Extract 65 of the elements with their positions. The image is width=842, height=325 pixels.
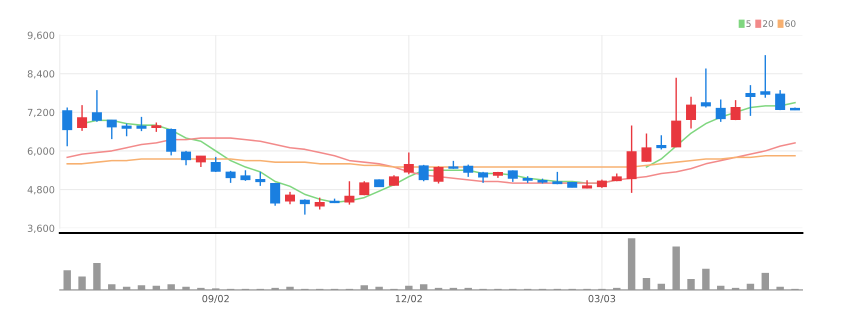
candlestick [404,152,414,175]
candlestick [418,164,429,182]
candlestick [226,170,236,184]
candlestick [210,156,221,173]
y-tick-label: 8,400 [28,70,54,79]
candlestick [300,198,310,216]
y-tick-label: 6,000 [28,147,54,156]
candlestick [166,128,176,156]
candlestick [122,122,132,137]
candlestick [284,191,296,205]
bar [108,284,116,290]
bar [762,272,770,290]
bar [63,270,71,290]
candlestick [700,68,711,108]
y-tick-label: 7,200 [28,108,54,118]
bar [672,246,680,290]
x-tick-label: 12/02 [396,294,422,304]
bar [658,284,666,290]
candlestick [434,166,444,184]
candlestick [359,180,370,196]
bar [702,268,710,290]
bar [360,285,368,290]
x-tick-label: 09/02 [202,294,229,304]
y-tick-label: 3,600 [28,224,54,233]
candlestick [255,171,266,187]
bar [167,284,175,290]
candlestick [641,132,652,163]
candlestick [552,171,562,185]
bar [746,284,754,290]
legend-label: 60 [785,20,796,28]
candlestick [62,106,72,147]
bar [628,238,636,290]
candlestick [314,196,325,210]
bar [78,276,86,290]
candlestick [745,84,756,117]
candlestick [77,104,88,132]
candlestick [196,155,206,168]
candlestick [92,89,102,123]
candlestick [344,180,354,206]
candlestick [151,122,162,133]
candlestick [730,99,741,121]
y-tick-label: 4,800 [28,186,54,194]
candlestick [478,171,488,184]
candlestick [686,96,696,130]
x-tick-label: 03/03 [588,294,616,304]
candlestick [240,170,250,182]
bar [420,284,428,290]
candlestick [760,54,770,99]
bar [93,263,101,290]
y-tick-label: 9,600 [28,32,54,40]
candlestick [716,98,726,123]
legend-label: 5 [746,20,751,28]
candlestick [388,174,399,187]
candlestick [181,150,192,166]
bar [138,285,146,290]
candlestick [106,119,117,140]
bar [687,279,695,290]
candlestick [136,116,146,132]
candlestick [508,170,518,183]
candlestick [463,164,474,178]
legend-label: 20 [762,20,774,28]
bar [642,278,650,290]
candlestick [656,134,666,150]
candlestick [270,182,280,206]
candlestick [775,89,786,111]
